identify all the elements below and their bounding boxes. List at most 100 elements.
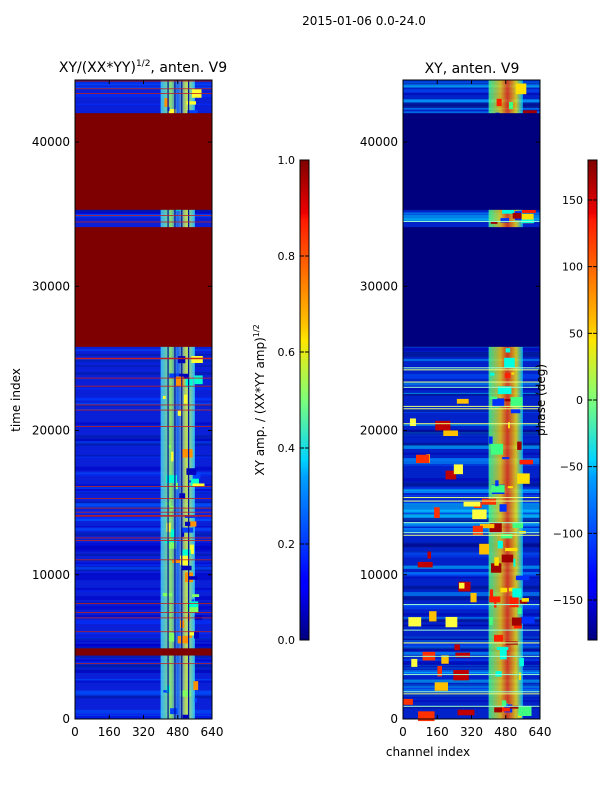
heatmap-texture: [75, 405, 212, 407]
heatmap-texture: [75, 502, 212, 506]
heatmap-speckle: [515, 83, 527, 95]
heatmap-speckle: [512, 523, 524, 528]
heatmap-texture: [403, 527, 540, 533]
heatmap-speckle: [167, 633, 176, 642]
heatmap-texture: [75, 576, 212, 581]
heatmap-texture: [403, 89, 540, 93]
heatmap-speckle: [194, 375, 203, 385]
heatmap-speckle: [184, 394, 188, 404]
ytick-label: 30000: [32, 279, 70, 293]
heatmap-saturated-block: [75, 227, 212, 347]
heatmap-blob: [408, 617, 422, 627]
amplitude-colorbar-label-sup: 1/2: [252, 324, 261, 337]
heatmap-speckle: [517, 473, 530, 484]
heatmap-speckle: [193, 681, 199, 691]
heatmap-speckle: [192, 594, 200, 598]
ytick-label: 10000: [360, 568, 398, 582]
heatmap-speckle: [180, 690, 191, 697]
heatmap-speckle: [167, 444, 171, 449]
heatmap-speckle: [517, 441, 522, 450]
heatmap-texture: [403, 626, 540, 628]
colorbar-tick-label: 0.4: [278, 442, 296, 455]
heatmap-blob: [479, 523, 495, 529]
heatmap-texture: [403, 636, 540, 641]
heatmap-speckle: [515, 575, 530, 581]
heatmap-texture: [403, 84, 540, 87]
heatmap-blob: [435, 420, 451, 431]
xtick-label: 0: [399, 725, 407, 739]
heatmap-texture: [75, 402, 212, 406]
heatmap-blob: [434, 682, 448, 691]
heatmap-blob: [454, 644, 460, 651]
heatmap-speckle: [489, 396, 498, 400]
heatmap-texture: [403, 643, 540, 648]
heatmap-texture: [403, 666, 540, 670]
heatmap-texture: [403, 392, 540, 394]
heatmap-speckle: [489, 589, 494, 599]
heatmap-flag-line: [403, 674, 540, 676]
colorbar-tick-label: 1.0: [278, 154, 296, 167]
heatmap-flag-line: [403, 220, 540, 222]
amplitude-title-suffix: , anten. V9: [150, 60, 227, 76]
heatmap-speckle: [490, 443, 504, 455]
heatmap-texture: [403, 521, 540, 527]
heatmap-flag-line: [75, 404, 212, 406]
heatmap-texture: [403, 671, 540, 674]
heatmap-blob: [457, 709, 475, 716]
heatmap-texture: [403, 693, 540, 698]
heatmap-speckle: [164, 539, 177, 544]
heatmap-texture: [403, 688, 540, 690]
heatmap-texture: [75, 678, 212, 682]
heatmap-texture: [403, 640, 540, 642]
heatmap-flat-block: [403, 113, 540, 210]
heatmap-blob: [456, 398, 469, 404]
heatmap-blob: [417, 561, 433, 568]
heatmap-texture: [75, 572, 212, 577]
heatmap-speckle: [502, 209, 515, 214]
heatmap-texture: [75, 435, 212, 438]
heatmap-speckle: [500, 533, 513, 539]
heatmap-speckle: [494, 707, 502, 713]
heatmap-speckle: [509, 596, 519, 608]
xtick-label: 320: [132, 725, 155, 739]
heatmap-speckle: [180, 555, 189, 566]
heatmap-texture: [403, 688, 540, 693]
heatmap-gap-column: [167, 80, 169, 719]
heatmap-speckle: [164, 98, 169, 107]
heatmap-texture: [75, 545, 212, 550]
heatmap-speckle: [186, 101, 197, 105]
heatmap-blob: [445, 616, 458, 628]
amplitude-title-sup: 1/2: [136, 59, 150, 69]
heatmap-texture: [403, 452, 540, 455]
heatmap-speckle: [499, 504, 507, 512]
heatmap-texture: [403, 565, 540, 569]
heatmap-texture: [403, 352, 540, 357]
heatmap-speckle: [497, 707, 511, 712]
heatmap-blob: [463, 501, 481, 507]
heatmap-speckle: [507, 486, 513, 489]
heatmap-blob: [455, 652, 471, 658]
heatmap-flag-line: [75, 385, 212, 387]
amplitude-title: XY/(XX*YY)1/2, anten. V9: [59, 59, 227, 76]
heatmap-flag-line: [75, 88, 212, 90]
heatmap-speckle: [187, 601, 199, 608]
heatmap-flag-line: [403, 497, 540, 499]
heatmap-texture: [403, 682, 540, 687]
heatmap-texture: [75, 644, 212, 648]
heatmap-speckle: [194, 698, 198, 703]
heatmap-speckle: [186, 603, 199, 613]
amplitude-heatmap: [75, 80, 212, 719]
heatmap-texture: [403, 706, 540, 709]
heatmap-speckle: [182, 449, 193, 458]
heatmap-speckle: [520, 616, 535, 624]
heatmap-texture: [75, 485, 212, 490]
heatmap-speckle: [500, 587, 508, 593]
heatmap-texture: [403, 373, 540, 379]
heatmap-texture: [403, 102, 540, 106]
heatmap-speckle: [494, 557, 499, 566]
heatmap-flag-line: [75, 603, 212, 605]
heatmap-speckle: [496, 646, 509, 651]
heatmap-texture: [403, 215, 540, 220]
heatmap-speckle: [489, 617, 493, 626]
phase-colorbar: −150 −100 −50 0 50 100 150 phase (deg): [534, 159, 598, 641]
